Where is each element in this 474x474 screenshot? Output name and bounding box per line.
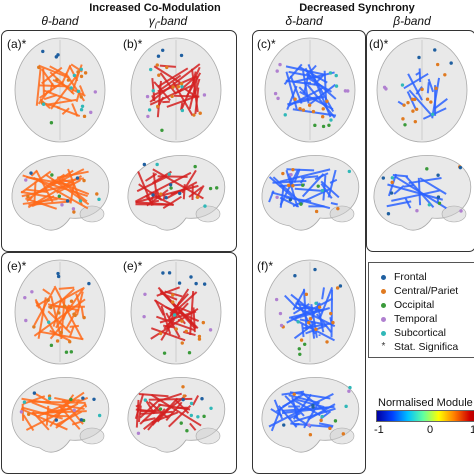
- gamma-subscript: l: [154, 21, 157, 31]
- increased-comodulation-title: Increased Co-Modulation: [89, 2, 221, 14]
- legend-item: Temporal: [381, 313, 437, 325]
- panel-label-f: (f)*: [257, 259, 273, 273]
- brain-network-drawing: [373, 37, 472, 231]
- panel-b-gamma: (b)*: [120, 34, 232, 248]
- panel-label-b: (b)*: [123, 37, 143, 51]
- colorbar-title: Normalised Module: [378, 397, 473, 409]
- legend-item: * Stat. Significa: [381, 341, 459, 353]
- brain-network-drawing: [127, 37, 226, 231]
- decreased-synchrony-title: Decreased Synchrony: [299, 2, 415, 14]
- band-label-beta: β-band: [393, 14, 431, 28]
- brain-network-drawing: [127, 259, 226, 453]
- colorbar-tick-min: -1: [374, 424, 384, 436]
- brain-network-drawing: [261, 37, 360, 231]
- region-legend: Frontal Central/Pariet Occipital Temporal Su…: [368, 262, 474, 358]
- panel-c-delta: (c)*: [254, 34, 366, 248]
- panel-label-a: (a)*: [7, 37, 27, 51]
- panel-a-theta: (a)*: [4, 34, 116, 248]
- panel-e-red: (e)*: [120, 256, 232, 470]
- legend-label: Central/Pariet: [394, 285, 459, 297]
- legend-dot-icon: [381, 274, 386, 280]
- legend-item: Central/Pariet: [381, 285, 458, 297]
- panel-label-c: (c)*: [257, 37, 276, 51]
- brain-network-drawing: [11, 259, 110, 453]
- gamma-symbol: γ: [148, 14, 155, 28]
- legend-dot-icon: [381, 330, 386, 336]
- brain-network-drawing: [261, 259, 360, 453]
- legend-dot-icon: [381, 288, 386, 294]
- frame-beta: [366, 30, 474, 252]
- legend-label: Frontal: [394, 271, 427, 283]
- frame-increased-top: [1, 30, 237, 252]
- gamma-suffix: -band: [156, 14, 188, 28]
- legend-item: Subcortical: [381, 327, 446, 339]
- panel-label-d: (d)*: [369, 37, 389, 51]
- legend-item: Occipital: [381, 299, 434, 311]
- legend-dot-icon: [381, 302, 386, 308]
- panel-e-orange: (e)*: [4, 256, 116, 470]
- legend-label: Occipital: [394, 299, 435, 311]
- legend-item: Frontal: [381, 271, 427, 283]
- panel-label-e1: (e)*: [7, 259, 27, 273]
- colorbar: [376, 410, 474, 422]
- legend-label: Temporal: [394, 313, 438, 325]
- band-label-theta: θ-band: [41, 14, 79, 28]
- band-label-gamma: γl-band: [118, 14, 218, 30]
- legend-label: Stat. Significa: [394, 341, 459, 353]
- panel-label-e2: (e)*: [123, 259, 143, 273]
- legend-star-icon: *: [381, 341, 386, 353]
- legend-dot-icon: [381, 316, 386, 322]
- colorbar-tick-mid: 0: [427, 424, 434, 436]
- legend-label: Subcortical: [394, 327, 446, 339]
- panel-f-blue: (f)*: [254, 256, 366, 470]
- panel-d-beta: (d)*: [366, 34, 474, 248]
- band-label-delta: δ-band: [285, 14, 323, 28]
- colorbar-tick-max: 1: [470, 424, 474, 436]
- brain-network-drawing: [11, 37, 110, 231]
